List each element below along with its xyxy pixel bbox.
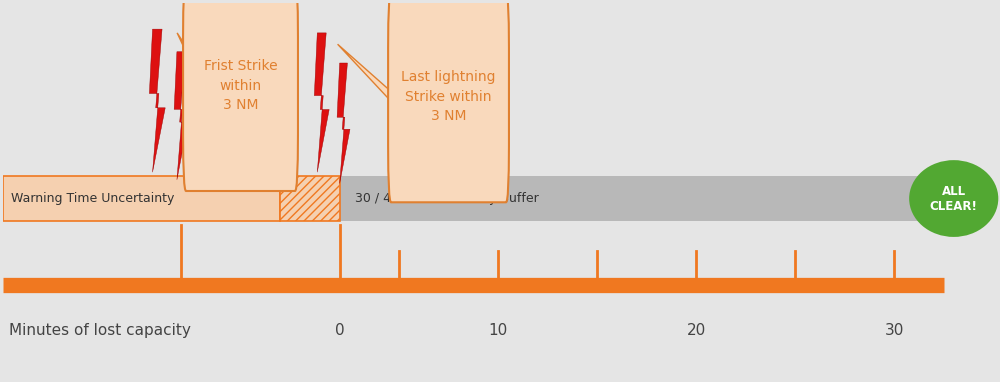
Text: ALL
CLEAR!: ALL CLEAR! (930, 185, 978, 212)
Text: Frist Strike
within
3 NM: Frist Strike within 3 NM (204, 59, 277, 112)
Bar (340, 176, 934, 221)
Text: 30 / 45 Minutes Safety Buffer: 30 / 45 Minutes Safety Buffer (355, 192, 539, 205)
Text: 0: 0 (335, 323, 344, 338)
Polygon shape (174, 52, 188, 180)
Polygon shape (934, 176, 964, 221)
Text: Minutes of lost capacity: Minutes of lost capacity (9, 323, 191, 338)
Polygon shape (338, 44, 452, 146)
FancyBboxPatch shape (183, 0, 298, 191)
FancyBboxPatch shape (388, 0, 509, 202)
Ellipse shape (909, 160, 998, 237)
Text: 30: 30 (885, 323, 904, 338)
Polygon shape (337, 63, 350, 183)
Bar (219, 131, 248, 136)
Text: 20: 20 (687, 323, 706, 338)
Bar (3, 176, 280, 221)
Bar (280, 176, 340, 221)
Polygon shape (314, 33, 329, 172)
Polygon shape (177, 33, 244, 134)
Text: Warning Time Uncertainty: Warning Time Uncertainty (11, 192, 174, 205)
Bar (427, 142, 456, 148)
Polygon shape (149, 29, 165, 172)
Text: Last lightning
Strike within
3 NM: Last lightning Strike within 3 NM (401, 70, 496, 123)
Text: 10: 10 (488, 323, 508, 338)
